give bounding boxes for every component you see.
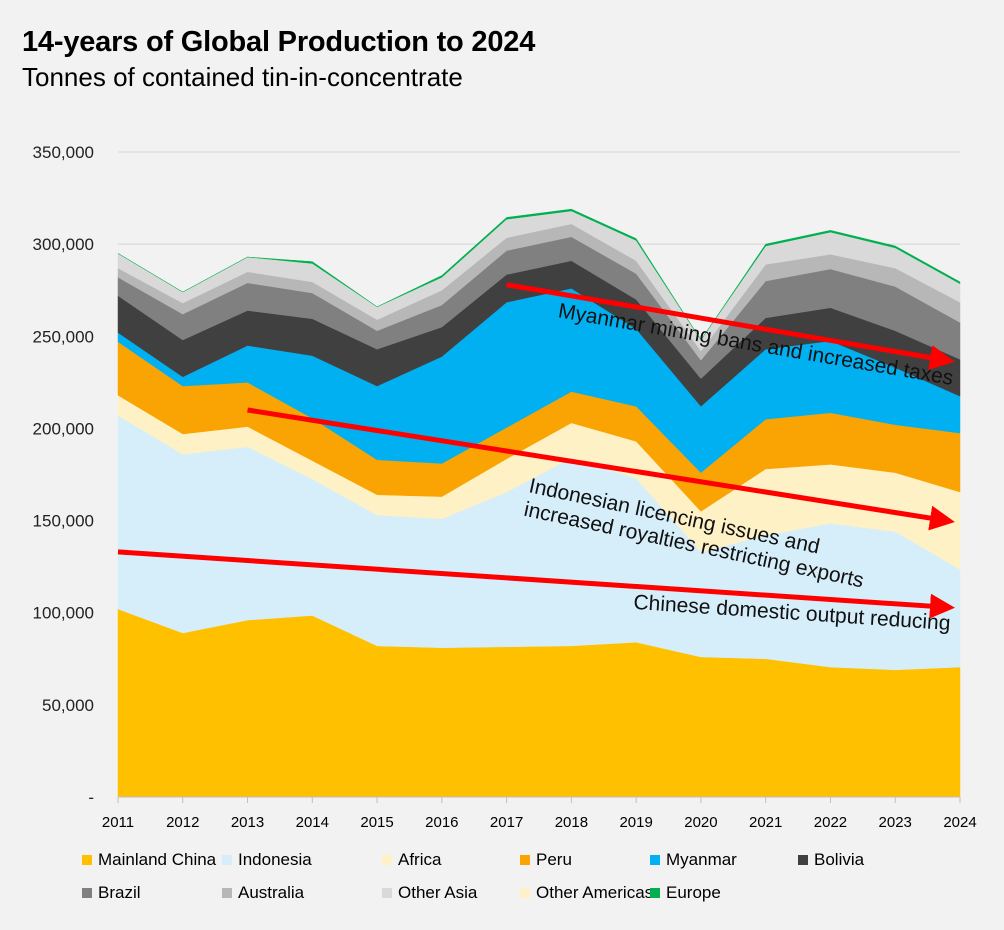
- chart-subtitle: Tonnes of contained tin-in-concentrate: [22, 62, 463, 92]
- x-tick-label: 2014: [296, 814, 329, 831]
- x-tick-label: 2012: [166, 814, 199, 831]
- y-tick-label: 250,000: [33, 327, 94, 346]
- legend-swatch: [82, 888, 92, 898]
- annotation-arrow: [506, 282, 955, 370]
- y-tick-label: 200,000: [33, 419, 94, 438]
- legend-label: Brazil: [98, 883, 141, 902]
- y-tick-label: 300,000: [33, 235, 94, 254]
- x-tick-label: 2019: [619, 814, 652, 831]
- legend-swatch: [82, 855, 92, 865]
- legend-swatch: [650, 888, 660, 898]
- y-tick-label: 350,000: [33, 143, 94, 162]
- legend-label: Africa: [398, 850, 442, 869]
- x-tick-label: 2017: [490, 814, 523, 831]
- legend-item: Other Americas: [520, 883, 653, 903]
- x-tick-label: 2013: [231, 814, 264, 831]
- x-tick-label: 2011: [102, 814, 134, 831]
- x-tick-label: 2021: [749, 814, 782, 831]
- y-tick-label: 50,000: [42, 696, 94, 715]
- legend-swatch: [520, 855, 530, 865]
- legend-item: Peru: [520, 850, 572, 870]
- legend-label: Peru: [536, 850, 572, 869]
- legend-label: Other Asia: [398, 883, 478, 902]
- legend-item: Indonesia: [222, 850, 312, 870]
- legend-swatch: [382, 855, 392, 865]
- x-tick-label: 2016: [425, 814, 458, 831]
- annotation-arrow: [117, 549, 955, 619]
- x-tick-label: 2020: [684, 814, 717, 831]
- x-tick-label: 2018: [555, 814, 588, 831]
- legend-item: Mainland China: [82, 850, 216, 870]
- y-tick-label: 100,000: [33, 604, 94, 623]
- legend-swatch: [650, 855, 660, 865]
- legend-item: Myanmar: [650, 850, 737, 870]
- legend-swatch: [798, 855, 808, 865]
- legend-label: Bolivia: [814, 850, 865, 869]
- legend-label: Myanmar: [666, 850, 737, 869]
- x-tick-label: 2022: [814, 814, 847, 831]
- legend-swatch: [382, 888, 392, 898]
- legend-item: Bolivia: [798, 850, 864, 870]
- x-tick-label: 2015: [360, 814, 393, 831]
- axes: - 50,000 100,000 150,000 200,000 250,000 300,0…: [33, 143, 977, 831]
- legend-swatch: [222, 888, 232, 898]
- legend-label: Europe: [666, 883, 721, 902]
- legend-label: Mainland China: [98, 850, 217, 869]
- y-tick-label: 150,000: [33, 512, 94, 531]
- legend-label: Indonesia: [238, 850, 312, 869]
- chart-title: 14-years of Global Production to 2024: [22, 26, 536, 58]
- annotation-arrow: [247, 407, 955, 531]
- legend-swatch: [222, 855, 232, 865]
- y-tick-label: -: [88, 788, 94, 807]
- x-tick-label: 2023: [879, 814, 912, 831]
- legend-label: Australia: [238, 883, 305, 902]
- x-tick-label: 2024: [943, 814, 976, 831]
- area-europe: [117, 208, 961, 341]
- legend-label: Other Americas: [536, 883, 654, 902]
- legend-swatch: [520, 888, 530, 898]
- legend-item: Australia: [222, 883, 304, 903]
- legend-item: Brazil: [82, 883, 141, 903]
- legend-item: Europe: [650, 883, 721, 903]
- legend-item: Africa: [382, 850, 441, 870]
- legend-item: Other Asia: [382, 883, 477, 903]
